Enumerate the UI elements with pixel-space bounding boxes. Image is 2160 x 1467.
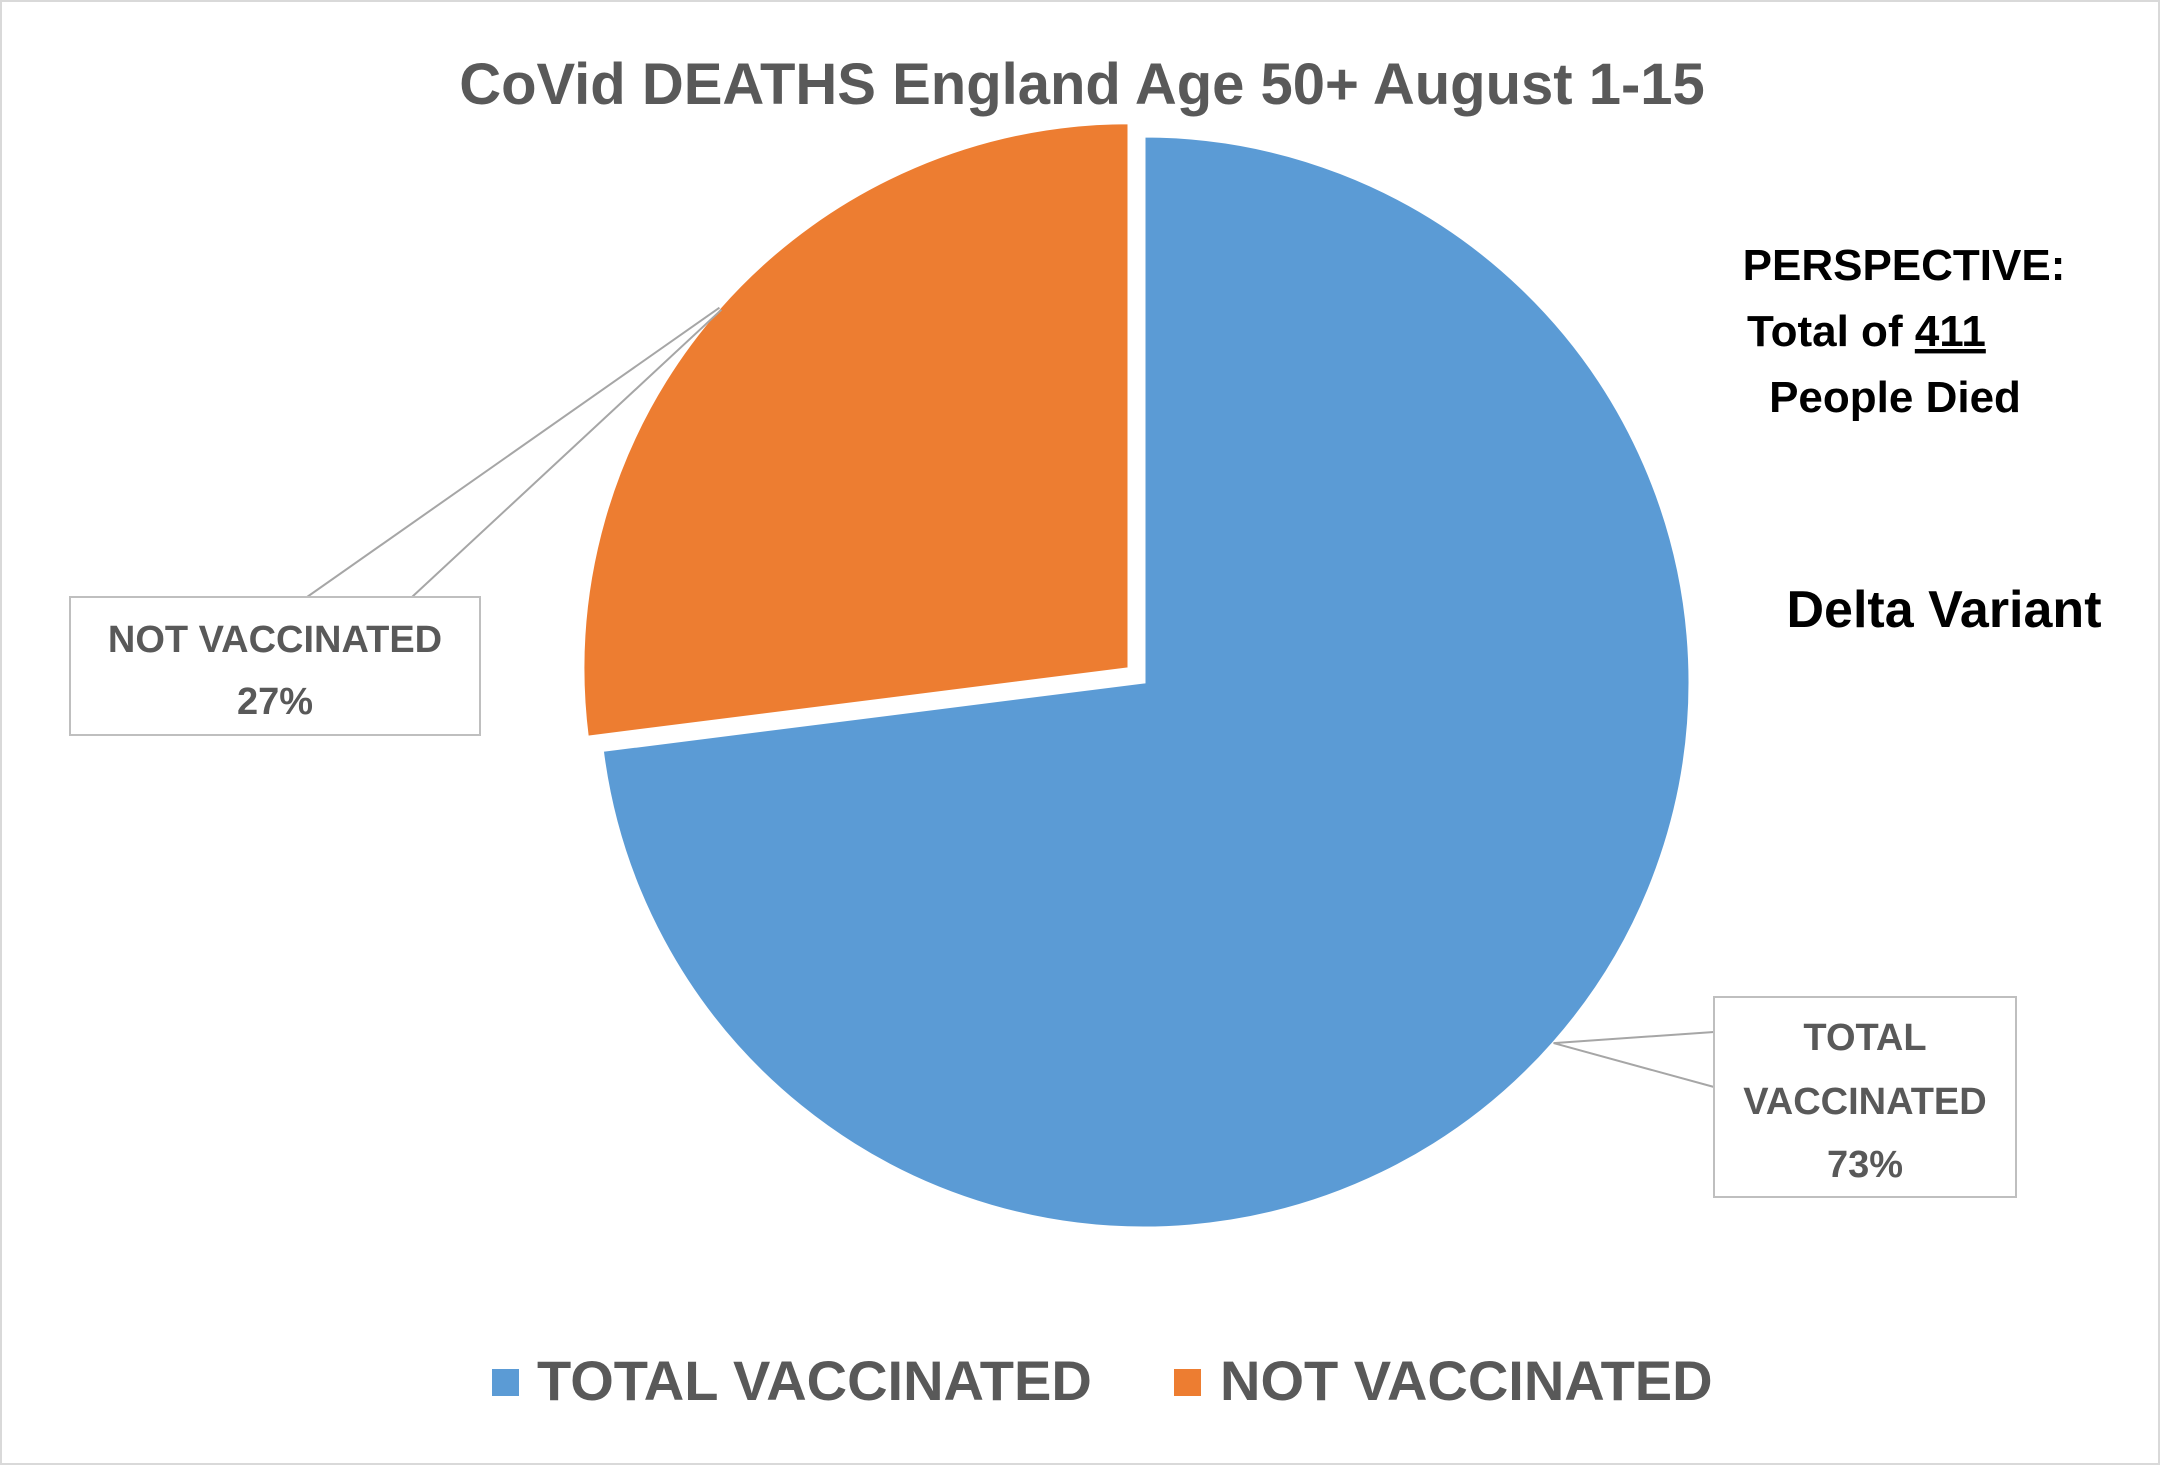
legend-label-not-vaccinated: NOT VACCINATED <box>1220 1349 1713 1412</box>
data-label-not-vaccinated-name: NOT VACCINATED <box>108 619 442 661</box>
data-label-not-vaccinated-percent: 27% <box>237 681 313 723</box>
data-label-box-total-vaccinated <box>1713 996 2017 1198</box>
data-label-total-vaccinated-line1: TOTAL <box>1803 1017 1926 1059</box>
perspective-total-prefix: Total of <box>1747 307 1915 356</box>
data-label-total-vaccinated: TOTAL VACCINATED 73% <box>1713 996 2017 1198</box>
perspective-people-died: People Died <box>1769 373 2021 422</box>
data-label-total-vaccinated-percent: 73% <box>1827 1144 1903 1186</box>
perspective-annotation: PERSPECTIVE: Total of 411 People Died <box>1743 241 2066 422</box>
data-label-box-not-vaccinated <box>69 596 481 736</box>
perspective-total-value: 411 <box>1915 307 1986 356</box>
perspective-heading: PERSPECTIVE: <box>1743 241 2066 290</box>
data-label-total-vaccinated-line2: VACCINATED <box>1743 1081 1986 1123</box>
data-label-not-vaccinated: NOT VACCINATED 27% <box>69 596 481 736</box>
leader-line-total-vaccinated <box>1553 1031 1715 1088</box>
legend-swatch-not-vaccinated <box>1174 1369 1201 1396</box>
legend-swatch-total-vaccinated <box>492 1369 519 1396</box>
perspective-total-line: Total of 411 <box>1747 307 1986 356</box>
legend: TOTAL VACCINATED NOT VACCINATED <box>492 1349 1713 1412</box>
chart-title: CoVid DEATHS England Age 50+ August 1-15 <box>459 52 1705 117</box>
legend-label-total-vaccinated: TOTAL VACCINATED <box>537 1349 1092 1412</box>
variant-annotation: Delta Variant <box>1786 581 2101 639</box>
pie-slices <box>581 121 1692 1230</box>
slice-not-vaccinated <box>581 121 1131 739</box>
